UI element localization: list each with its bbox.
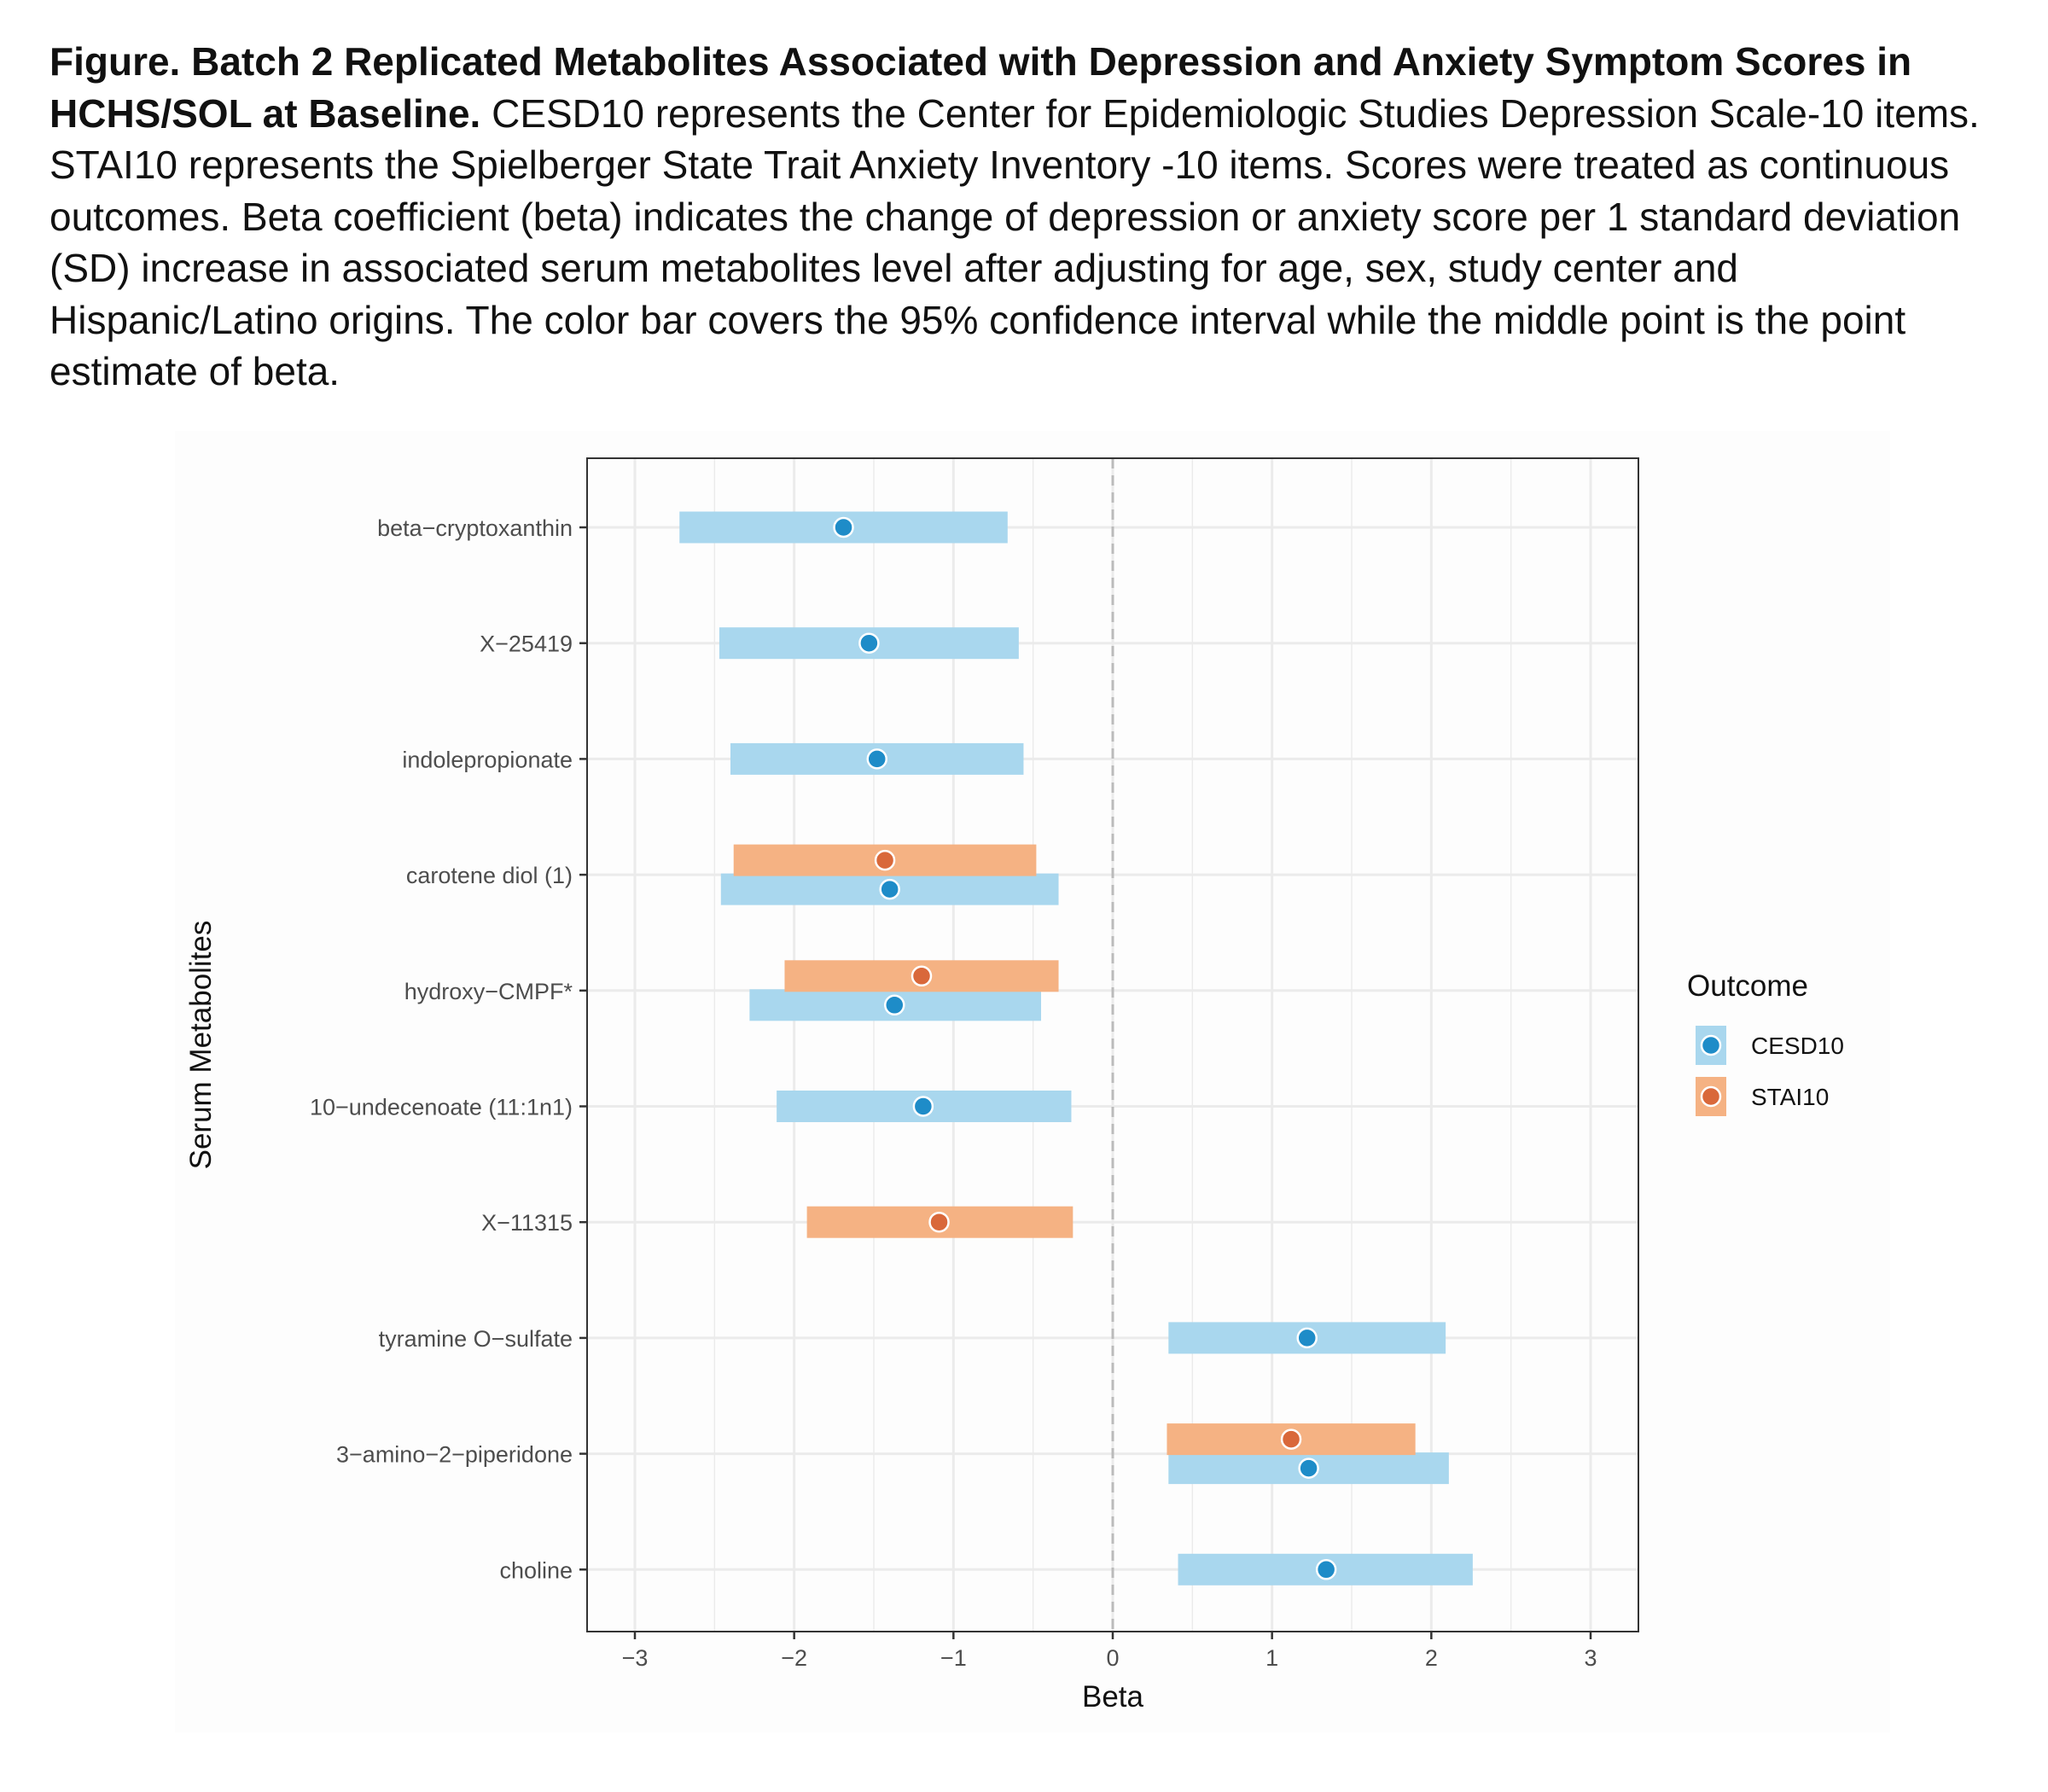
point-estimate	[912, 1096, 934, 1117]
y-tick-label: X−25419	[480, 631, 573, 657]
figure-caption: Figure. Batch 2 Replicated Metabolites A…	[49, 36, 2012, 398]
point-estimate	[911, 965, 933, 987]
y-tick-label: 3−amino−2−piperidone	[336, 1442, 573, 1468]
y-tick-label: choline	[499, 1557, 573, 1583]
legend-title: Outcome	[1687, 969, 1808, 1003]
y-tick-label: tyramine O−sulfate	[379, 1326, 573, 1352]
y-tick-label: indolepropionate	[402, 747, 573, 772]
x-tick-label: 2	[1425, 1645, 1438, 1671]
series-CESD10	[679, 511, 1473, 1585]
point-estimate	[1315, 1559, 1337, 1580]
y-tick-label: beta−cryptoxanthin	[377, 515, 573, 541]
caption-title: Figure. Batch 2 Replicated Metabolites A…	[49, 39, 1912, 136]
series-STAI10	[733, 844, 1416, 1456]
point-estimate	[884, 994, 905, 1016]
y-tick-label: 10−undecenoate (11:1n1)	[310, 1095, 573, 1120]
y-tick-label: X−11315	[481, 1210, 573, 1236]
legend-key-point	[1700, 1085, 1722, 1108]
point-estimate	[866, 748, 887, 770]
point-estimate	[1296, 1327, 1318, 1349]
legend-label: STAI10	[1751, 1084, 1829, 1110]
y-tick-label: carotene diol (1)	[406, 863, 573, 888]
point-estimate	[1280, 1428, 1302, 1450]
x-axis-title: Beta	[1082, 1680, 1144, 1713]
x-tick-label: 0	[1106, 1645, 1119, 1671]
legend-item-STAI10: STAI10	[1696, 1077, 1829, 1116]
point-estimate	[858, 632, 880, 654]
x-axis: −3 −2 −1 0 1 2 3	[622, 1632, 1597, 1671]
legend-items: CESD10 STAI10	[1696, 1026, 1844, 1116]
point-estimate	[833, 516, 854, 538]
point-estimate	[879, 878, 900, 900]
y-axis-title: Serum Metabolites	[184, 921, 218, 1170]
y-tick-label: hydroxy−CMPF*	[404, 979, 573, 1004]
legend-key-point	[1700, 1034, 1722, 1056]
legend-label: CESD10	[1751, 1033, 1844, 1059]
point-estimate	[1298, 1457, 1319, 1479]
x-tick-label: 1	[1265, 1645, 1278, 1671]
caption-text: CESD10 represents the Center for Epidemi…	[49, 90, 1980, 394]
point-estimate	[874, 849, 896, 871]
x-tick-label: −2	[781, 1645, 807, 1671]
legend-item-CESD10: CESD10	[1696, 1026, 1844, 1065]
chart-marks	[679, 511, 1473, 1585]
legend: Outcome CESD10 STAI10	[1687, 969, 1844, 1116]
point-estimate	[928, 1211, 950, 1233]
y-axis: beta−cryptoxanthin X−25419 indolepropionat…	[310, 515, 587, 1583]
x-tick-label: 3	[1584, 1645, 1597, 1671]
x-tick-label: −1	[940, 1645, 967, 1671]
x-tick-label: −3	[622, 1645, 649, 1671]
